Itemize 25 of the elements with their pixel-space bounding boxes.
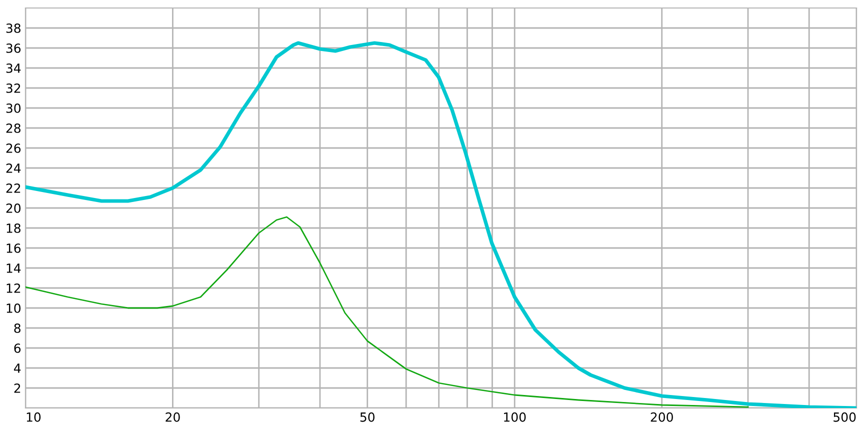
y-tick-label: 10 [6, 303, 21, 313]
y-tick-label: 6 [14, 343, 21, 353]
y-tick-label: 24 [6, 163, 21, 173]
y-tick-label: 26 [6, 143, 21, 153]
x-tick-label: 10 [26, 412, 41, 422]
y-tick-label: 18 [6, 223, 20, 233]
x-tick-label: 100 [504, 412, 526, 422]
y-tick-label: 14 [6, 264, 21, 273]
y-tick-label: 16 [6, 243, 21, 253]
y-tick-label: 38 [6, 23, 20, 33]
y-tick-label: 32 [6, 83, 20, 93]
y-tick-label: 20 [6, 203, 21, 213]
y-tick-label: 2 [14, 383, 20, 393]
x-tick-label: 50 [360, 412, 375, 422]
y-tick-label: 22 [6, 183, 20, 193]
y-tick-label: 30 [6, 103, 21, 113]
x-tick-label: 200 [650, 412, 673, 422]
y-tick-label: 28 [6, 123, 20, 133]
x-tick-label: 20 [166, 412, 180, 422]
y-tick-label: 8 [14, 323, 20, 333]
y-tick-label: 34 [6, 63, 21, 73]
y-tick-label: 12 [6, 283, 20, 293]
y-tick-label: 36 [6, 43, 21, 53]
x-tick-label: 500 [834, 412, 856, 422]
y-tick-label: 4 [14, 364, 21, 373]
